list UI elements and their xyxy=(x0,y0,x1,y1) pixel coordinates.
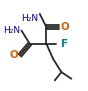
Text: O: O xyxy=(61,22,69,32)
Text: O: O xyxy=(9,50,18,60)
Text: F: F xyxy=(61,39,69,49)
Text: H₂N: H₂N xyxy=(3,26,20,35)
Text: H₂N: H₂N xyxy=(21,14,38,23)
